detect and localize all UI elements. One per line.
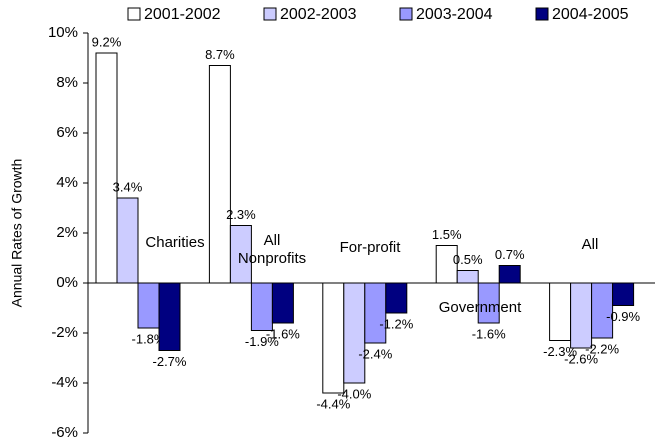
bar — [364, 282, 387, 344]
y-tick-label: -2% — [51, 324, 78, 341]
y-tick-label: 4% — [56, 174, 78, 191]
y-tick-label: -4% — [51, 374, 78, 391]
value-label: -1.2% — [379, 316, 413, 331]
value-label: -0.9% — [606, 309, 640, 324]
value-label: -2.4% — [358, 346, 392, 361]
bar — [343, 282, 366, 384]
value-label: 3.4% — [113, 179, 143, 194]
value-label: 2.3% — [226, 207, 256, 222]
category-label: All Nonprofits — [237, 232, 307, 267]
bar — [158, 282, 181, 351]
value-label: -2.3% — [543, 344, 577, 359]
bar — [385, 282, 408, 314]
bar — [570, 282, 593, 349]
y-tick-label: -6% — [51, 424, 78, 441]
y-tick-label: 8% — [56, 74, 78, 91]
category-label: All — [581, 236, 599, 253]
y-tick-label: 10% — [48, 24, 78, 41]
value-label: -1.6% — [472, 326, 506, 341]
legend-swatch — [127, 7, 141, 21]
legend-swatch — [263, 7, 277, 21]
bar — [498, 265, 521, 284]
y-axis-label: Annual Rates of Growth — [9, 159, 25, 308]
value-label: 8.7% — [205, 47, 235, 62]
category-label: For-profit — [339, 239, 401, 256]
value-label: 0.7% — [495, 247, 525, 262]
bar — [322, 282, 345, 394]
value-label: -1.6% — [266, 326, 300, 341]
category-label: Charities — [145, 234, 205, 251]
legend-label: 2002-2003 — [280, 6, 357, 23]
value-label: 9.2% — [92, 34, 122, 49]
value-label: -2.7% — [153, 354, 187, 369]
y-tick-label: 2% — [56, 224, 78, 241]
legend-label: 2001-2002 — [144, 6, 221, 23]
value-label: -1.8% — [132, 331, 166, 346]
legend-swatch — [535, 7, 549, 21]
bar — [549, 282, 572, 341]
bar — [95, 52, 118, 284]
value-label: 0.5% — [453, 252, 483, 267]
value-label: -2.6% — [564, 351, 598, 366]
value-label: -1.9% — [245, 334, 279, 349]
value-label: -4.0% — [337, 386, 371, 401]
bar — [250, 282, 273, 331]
value-label: -4.4% — [316, 396, 350, 411]
bar — [271, 282, 294, 324]
bar — [137, 282, 160, 329]
y-tick-label: 6% — [56, 124, 78, 141]
bar — [612, 282, 635, 306]
legend-swatch — [399, 7, 413, 21]
value-label: -2.2% — [585, 341, 619, 356]
value-label: 1.5% — [432, 227, 462, 242]
legend-label: 2004-2005 — [552, 6, 629, 23]
y-tick-label: 0% — [56, 274, 78, 291]
bar — [456, 270, 479, 284]
legend-label: 2003-2004 — [416, 6, 493, 23]
category-label: Government — [438, 299, 522, 316]
